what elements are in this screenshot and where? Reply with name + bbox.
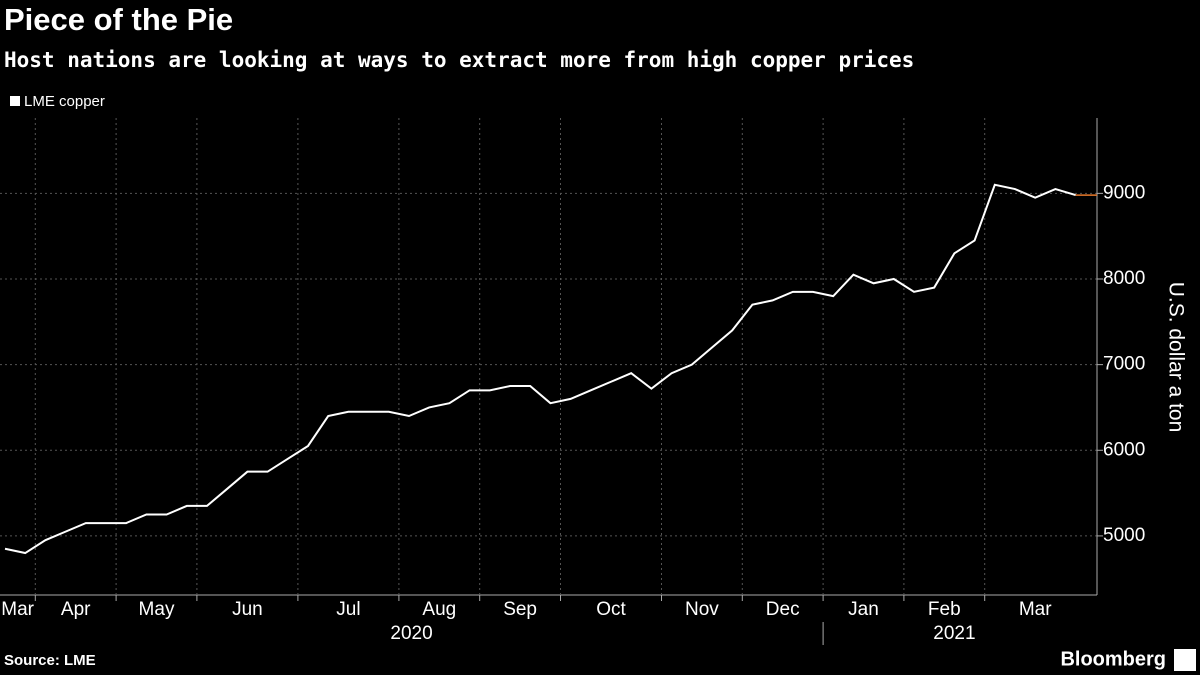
y-axis-label: U.S. dollar a ton xyxy=(1164,282,1187,433)
x-tick-label: Dec xyxy=(766,599,800,620)
x-tick-label: Aug xyxy=(422,599,456,620)
legend-swatch xyxy=(10,96,20,106)
x-tick-label: Jun xyxy=(232,599,263,620)
y-tick-label: 6000 xyxy=(1103,439,1145,460)
x-tick-label: Oct xyxy=(596,599,626,620)
brand-icon xyxy=(1174,649,1196,671)
legend-label: LME copper xyxy=(24,93,105,110)
x-tick-label: Jul xyxy=(336,599,360,620)
y-tick-label: 5000 xyxy=(1103,525,1145,546)
y-tick-label: 9000 xyxy=(1103,182,1145,203)
x-tick-label: Jan xyxy=(848,599,879,620)
line-series xyxy=(4,183,1076,555)
year-label: 2021 xyxy=(933,623,975,644)
brand: Bloomberg xyxy=(1060,648,1166,670)
source: Source: LME xyxy=(4,652,96,669)
x-tick-label: Feb xyxy=(928,599,961,620)
x-tick-label: Mar xyxy=(1,599,34,620)
x-tick-label: Sep xyxy=(503,599,537,620)
x-tick-label: Apr xyxy=(61,599,91,620)
year-label: 2020 xyxy=(390,623,432,644)
chart-subtitle: Host nations are looking at ways to extr… xyxy=(4,48,914,72)
chart-title: Piece of the Pie xyxy=(4,2,233,37)
y-tick-label: 8000 xyxy=(1103,268,1145,289)
y-tick-label: 7000 xyxy=(1103,354,1145,375)
x-tick-label: Mar xyxy=(1019,599,1052,620)
x-tick-label: May xyxy=(139,599,175,620)
x-tick-label: Nov xyxy=(685,599,719,620)
